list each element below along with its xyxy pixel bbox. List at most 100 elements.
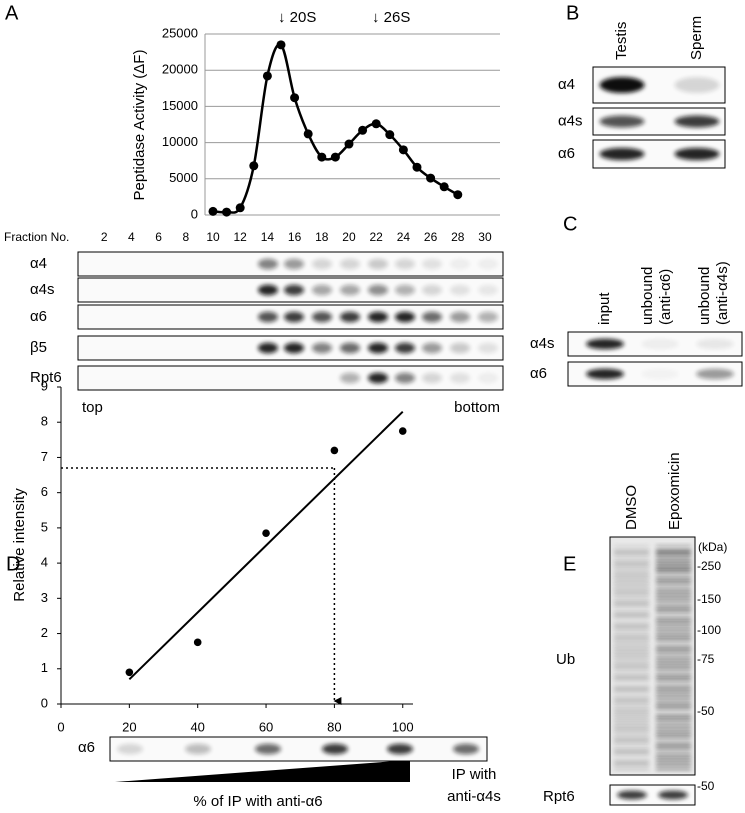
blot-band	[258, 258, 278, 270]
blot-band	[614, 687, 649, 691]
y-axis-label: Peptidase Activity (ΔF)	[131, 50, 148, 201]
blot-row-label: α4s	[30, 281, 55, 298]
blot-band	[696, 338, 734, 350]
blot-band	[387, 743, 413, 755]
point	[439, 182, 449, 192]
blot-band	[656, 750, 691, 754]
column-label: unbound	[639, 267, 656, 325]
blot-band	[284, 284, 304, 296]
x-axis-label: Fraction No.	[4, 230, 69, 244]
point	[426, 173, 436, 183]
blot-row-label: α4s	[558, 112, 583, 129]
blot-band	[674, 147, 720, 161]
blot-band	[656, 693, 691, 697]
column-label: (anti-α6)	[657, 269, 674, 325]
blot-band	[614, 567, 649, 571]
blot-band	[614, 761, 649, 765]
size-marker: -250	[697, 559, 721, 573]
blot-band	[614, 738, 649, 742]
blot-band	[614, 556, 649, 560]
blot-band	[368, 258, 388, 270]
size-marker: -50	[697, 704, 715, 718]
blot-band	[450, 342, 470, 354]
point	[222, 207, 232, 217]
y-tick-label: 25000	[162, 25, 198, 40]
blot-band	[340, 258, 360, 270]
blot-band	[656, 550, 691, 554]
blot-band	[258, 311, 278, 323]
blot-band	[656, 596, 691, 600]
blot-band	[368, 372, 388, 384]
x-tick-label: 20	[342, 230, 356, 244]
blot-band	[340, 311, 360, 323]
column-label: Epoxomicin	[666, 452, 683, 530]
y-tick-label: 6	[41, 484, 48, 499]
blot-band	[656, 687, 691, 691]
blot-band	[656, 727, 691, 731]
point	[208, 206, 218, 216]
point	[412, 162, 422, 172]
blot-band	[656, 562, 691, 566]
blot-band	[656, 721, 691, 725]
blot-band	[656, 653, 691, 657]
blot-band	[614, 584, 649, 588]
blot-band	[614, 647, 649, 651]
blot-band	[614, 670, 649, 674]
blot-band	[478, 284, 498, 296]
blot-band	[614, 624, 649, 628]
point	[235, 203, 245, 213]
y-tick-label: 2	[41, 625, 48, 640]
blot-band	[478, 342, 498, 354]
blot-band	[614, 562, 649, 566]
blot-band	[656, 573, 691, 577]
x-tick-label: 80	[327, 719, 341, 734]
x-tick-label: 22	[370, 230, 384, 244]
blot-band	[422, 372, 442, 384]
size-marker: -50	[697, 779, 715, 793]
point	[453, 190, 463, 200]
blot-band	[614, 744, 649, 748]
panel-letter: B	[566, 2, 579, 24]
ip-label: anti-α4s	[447, 788, 501, 805]
blot-band	[614, 573, 649, 577]
blot-band	[656, 670, 691, 674]
blot-row-label: α6	[30, 308, 47, 325]
blot-band	[599, 147, 645, 161]
blot-row-label: α4	[558, 76, 575, 93]
blot-band	[656, 602, 691, 605]
point	[303, 129, 313, 139]
blot-band	[614, 693, 649, 697]
column-label: Testis	[613, 22, 630, 60]
panel-letter: E	[563, 553, 576, 575]
point	[330, 446, 339, 455]
blot-band	[478, 372, 498, 384]
y-tick-label: 3	[41, 590, 48, 605]
blot-row-label: α4s	[530, 335, 555, 352]
unit-label: (kDa)	[698, 540, 727, 554]
blot-band	[185, 743, 211, 755]
blot-band	[255, 743, 281, 755]
ip-label: IP with	[452, 766, 497, 783]
blot-band	[614, 721, 649, 725]
column-label: unbound	[696, 267, 713, 325]
blot-band	[614, 619, 649, 623]
blot-band	[614, 602, 649, 605]
blot-band	[614, 659, 649, 662]
point	[385, 130, 395, 140]
blot-band	[656, 590, 691, 594]
blot-band	[656, 755, 691, 759]
x-tick-label: 10	[206, 230, 220, 244]
blot-band	[422, 258, 442, 270]
column-label: (anti-α4s)	[714, 261, 731, 325]
blot-band	[312, 342, 332, 354]
blot-band	[312, 284, 332, 296]
x-tick-label: 30	[478, 230, 492, 244]
blot-band	[614, 630, 649, 634]
blot-band	[656, 744, 691, 748]
blot-band	[656, 567, 691, 571]
point	[344, 139, 354, 149]
blot-band	[395, 372, 415, 384]
x-tick-label: 18	[315, 230, 329, 244]
blot-band	[656, 716, 691, 719]
blot-band	[450, 311, 470, 323]
